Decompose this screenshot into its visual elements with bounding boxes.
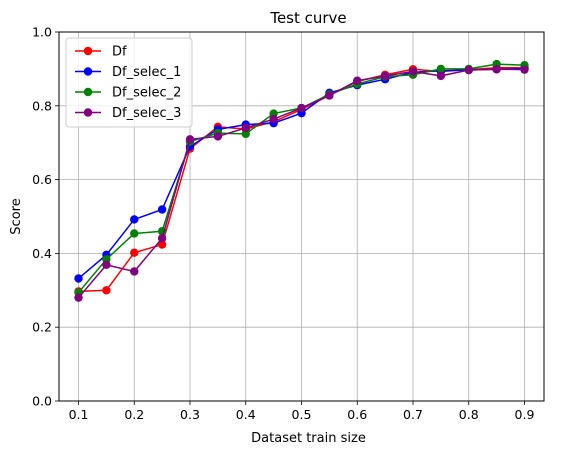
- x-tick-label: 0.4: [236, 407, 256, 422]
- x-tick-label: 0.6: [347, 407, 367, 422]
- legend-swatch-marker: [83, 67, 93, 76]
- data-point: [297, 103, 306, 113]
- x-tick-label: 0.7: [403, 407, 423, 422]
- x-tick-label: 0.5: [292, 407, 312, 422]
- legend-item: Df_selec_3: [75, 106, 181, 121]
- data-point: [353, 76, 362, 85]
- data-point: [157, 240, 167, 249]
- series-df-selec-3: [74, 65, 529, 302]
- data-point: [157, 234, 167, 243]
- y-tick-label: 1.0: [32, 25, 52, 40]
- x-tick-label: 0.2: [124, 407, 144, 422]
- data-point: [241, 129, 250, 139]
- data-point: [102, 286, 111, 295]
- data-point: [436, 64, 446, 74]
- x-tick-label: 0.1: [69, 407, 89, 422]
- x-tick-label: 0.9: [515, 407, 535, 422]
- legend-swatch-marker: [83, 46, 93, 56]
- data-point: [157, 205, 167, 214]
- data-point: [74, 293, 83, 302]
- data-point: [492, 65, 501, 74]
- series-layer: [74, 59, 529, 302]
- x-tick-label: 0.3: [180, 407, 200, 422]
- data-point: [130, 248, 139, 257]
- data-point: [436, 71, 446, 81]
- legend-box: [65, 37, 193, 128]
- y-tick-label: 0.6: [32, 172, 52, 187]
- legend-swatch-marker: [83, 87, 93, 97]
- chart-title: Test curve: [269, 9, 346, 27]
- data-point: [464, 65, 473, 75]
- data-point: [130, 229, 139, 238]
- data-point: [213, 132, 223, 141]
- y-tick-label: 0.2: [32, 320, 52, 335]
- legend-item: Df_selec_2: [75, 86, 181, 101]
- y-axis-label: Score: [9, 198, 24, 234]
- data-point: [130, 215, 139, 224]
- x-axis-label: Dataset train size: [251, 431, 366, 446]
- data-point: [520, 65, 529, 74]
- data-point: [74, 274, 83, 283]
- legend-label: Df: [112, 45, 127, 60]
- y-tick-label: 0.4: [32, 246, 52, 261]
- legend-swatch-marker: [83, 108, 93, 117]
- x-tick-label: 0.8: [459, 407, 479, 422]
- data-point: [325, 91, 334, 100]
- y-tick-label: 0.8: [32, 98, 52, 113]
- legend-label: Df_selec_1: [112, 65, 181, 80]
- data-point: [102, 260, 111, 270]
- data-point: [241, 123, 250, 133]
- data-point: [185, 135, 195, 144]
- legend-item: Df: [75, 45, 127, 60]
- legend: Df Df_selec_1 Df_selec_2 Df_selec_3: [65, 37, 193, 128]
- data-point: [408, 67, 418, 76]
- data-point: [380, 71, 390, 81]
- legend-label: Df_selec_2: [112, 86, 181, 101]
- data-point: [269, 114, 278, 124]
- legend-label: Df_selec_3: [112, 106, 181, 121]
- y-tick-label: 0.0: [32, 394, 52, 409]
- data-point: [130, 267, 139, 276]
- legend-item: Df_selec_1: [75, 65, 181, 80]
- ticks: 0.1 0.2 0.3 0.4 0.5 0.6 0.7 0.8 0.9 0.0 0.2 0.4 0.6 0…: [32, 25, 534, 423]
